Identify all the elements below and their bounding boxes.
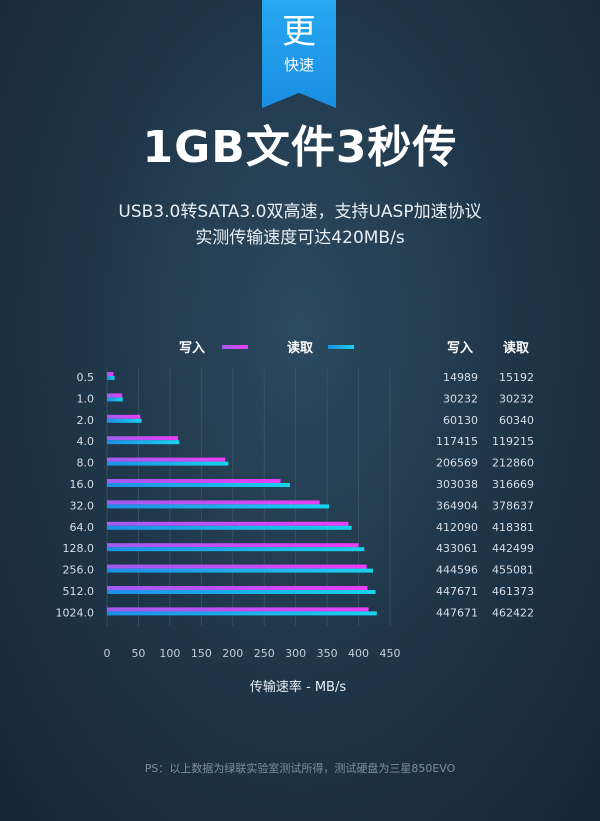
table-cell-write: 412090 (436, 521, 478, 534)
table-cell-read: 30232 (499, 392, 534, 405)
legend-write-swatch (222, 345, 248, 349)
table-cell-read: 418381 (492, 521, 534, 534)
table-cell-write: 30232 (443, 392, 478, 405)
bar-write (107, 586, 368, 590)
table-cell-write: 206569 (436, 457, 478, 470)
category-label: 2.0 (77, 414, 95, 427)
table-cell-read: 461373 (492, 585, 534, 598)
table-cell-write: 444596 (436, 564, 478, 577)
legend-read-label: 读取 (287, 340, 314, 356)
table-cell-write: 447671 (436, 585, 478, 598)
bar-read (107, 568, 374, 573)
table-cell-write: 303038 (436, 478, 478, 491)
speed-chart: 0.5 1.0 2.0 4.0 8.0 16.0 32.0 64.0 128.0 256.0 512… (56, 340, 535, 695)
bar-write (107, 393, 123, 398)
bar-read (107, 461, 229, 466)
table-cell-read: 378637 (492, 499, 534, 512)
category-label: 1.0 (77, 392, 95, 405)
table-cell-write: 364904 (436, 499, 478, 512)
bar-read (107, 590, 376, 594)
table-cell-read: 119215 (492, 435, 534, 448)
badge-char: 更 (282, 12, 316, 52)
x-tick-label: 450 (380, 647, 401, 660)
bar-write (107, 479, 281, 483)
x-tick-label: 50 (131, 647, 145, 660)
table-cell-read: 455081 (492, 564, 534, 577)
category-label: 8.0 (77, 457, 95, 470)
category-label: 256.0 (63, 564, 95, 577)
subtitle-line-1: USB3.0转SATA3.0双高速，支持UASP加速协议 (118, 202, 482, 222)
table-cell-write: 14989 (443, 371, 478, 384)
badge-ribbon: 更 快速 (262, 0, 336, 108)
table-cell-read: 462422 (492, 606, 534, 619)
table-cell-read: 15192 (499, 371, 534, 384)
subtitle-line-2: 实测传输速度可达420MB/s (195, 228, 405, 248)
table-cell-read: 212860 (492, 457, 534, 470)
bar-write (107, 564, 367, 569)
table-header-write: 写入 (447, 341, 473, 356)
table-cell-write: 60130 (443, 414, 478, 427)
bar-read (107, 440, 180, 445)
bar-write (107, 372, 114, 376)
category-label: 32.0 (70, 499, 95, 512)
bar-read (107, 418, 142, 423)
x-tick-label: 0 (104, 647, 111, 660)
bar-write (107, 521, 349, 526)
bar-read (107, 483, 291, 487)
category-label: 512.0 (63, 585, 95, 598)
table-header-read: 读取 (503, 340, 530, 356)
bar-write (107, 607, 369, 612)
table-cell-read: 60340 (499, 414, 534, 427)
x-tick-label: 400 (348, 647, 369, 660)
x-tick-label: 100 (159, 647, 180, 660)
bar-read (107, 397, 123, 402)
bar-write (107, 436, 179, 441)
table-cell-write: 447671 (436, 606, 478, 619)
bar-write (107, 500, 320, 505)
bar-write (107, 414, 141, 419)
category-label: 4.0 (77, 435, 95, 448)
x-tick-label: 250 (254, 647, 275, 660)
x-tick-label: 150 (191, 647, 212, 660)
category-label: 128.0 (63, 542, 95, 555)
table-cell-read: 442499 (492, 542, 534, 555)
x-tick-label: 200 (222, 647, 243, 660)
bar-read (107, 504, 329, 509)
table-cell-read: 316669 (492, 478, 534, 491)
bar-write (107, 457, 226, 462)
page-title: 1GB文件3秒传 (142, 122, 458, 173)
bar-write (107, 543, 359, 548)
category-label: 0.5 (77, 371, 95, 384)
legend-write-label: 写入 (179, 341, 205, 356)
x-tick-label: 350 (317, 647, 338, 660)
legend-read-swatch (328, 345, 354, 349)
bar-read (107, 547, 365, 552)
table-cell-write: 433061 (436, 542, 478, 555)
badge-label: 快速 (283, 56, 314, 74)
x-axis-label: 传输速率 - MB/s (250, 679, 346, 695)
category-label: 64.0 (70, 521, 95, 534)
x-tick-label: 300 (285, 647, 306, 660)
bar-read (107, 525, 352, 530)
category-label: 16.0 (70, 478, 95, 491)
bar-read (107, 611, 377, 616)
bar-read (107, 376, 115, 380)
footnote: PS：以上数据为绿联实验室测试所得，测试硬盘为三星850EVO (144, 762, 456, 775)
category-label: 1024.0 (56, 606, 95, 619)
table-cell-write: 117415 (436, 435, 478, 448)
